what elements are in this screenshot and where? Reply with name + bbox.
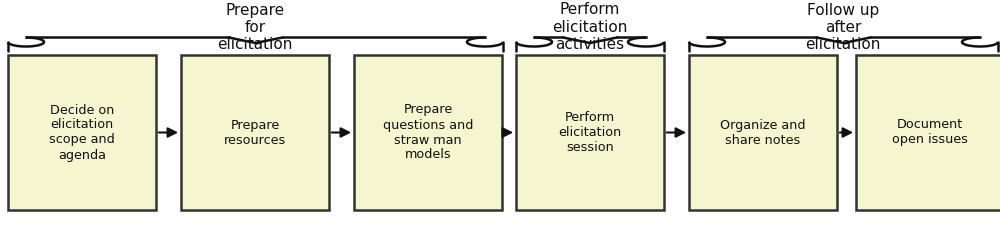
Bar [689, 55, 837, 210]
Text: Document
open issues: Document open issues [892, 118, 968, 146]
Text: Perform
elicitation
session: Perform elicitation session [558, 111, 622, 154]
Bar [856, 55, 1000, 210]
Bar [354, 55, 502, 210]
Text: Prepare
resources: Prepare resources [224, 118, 286, 146]
Text: Prepare
for
elicitation: Prepare for elicitation [217, 2, 293, 52]
Text: Organize and
share notes: Organize and share notes [720, 118, 806, 146]
Bar [8, 55, 156, 210]
Bar [181, 55, 329, 210]
Text: Decide on
elicitation
scope and
agenda: Decide on elicitation scope and agenda [49, 104, 115, 162]
Bar [516, 55, 664, 210]
Text: Follow up
after
elicitation: Follow up after elicitation [805, 2, 881, 52]
Text: Perform
elicitation
activities: Perform elicitation activities [552, 2, 628, 52]
Text: Prepare
questions and
straw man
models: Prepare questions and straw man models [383, 104, 473, 162]
